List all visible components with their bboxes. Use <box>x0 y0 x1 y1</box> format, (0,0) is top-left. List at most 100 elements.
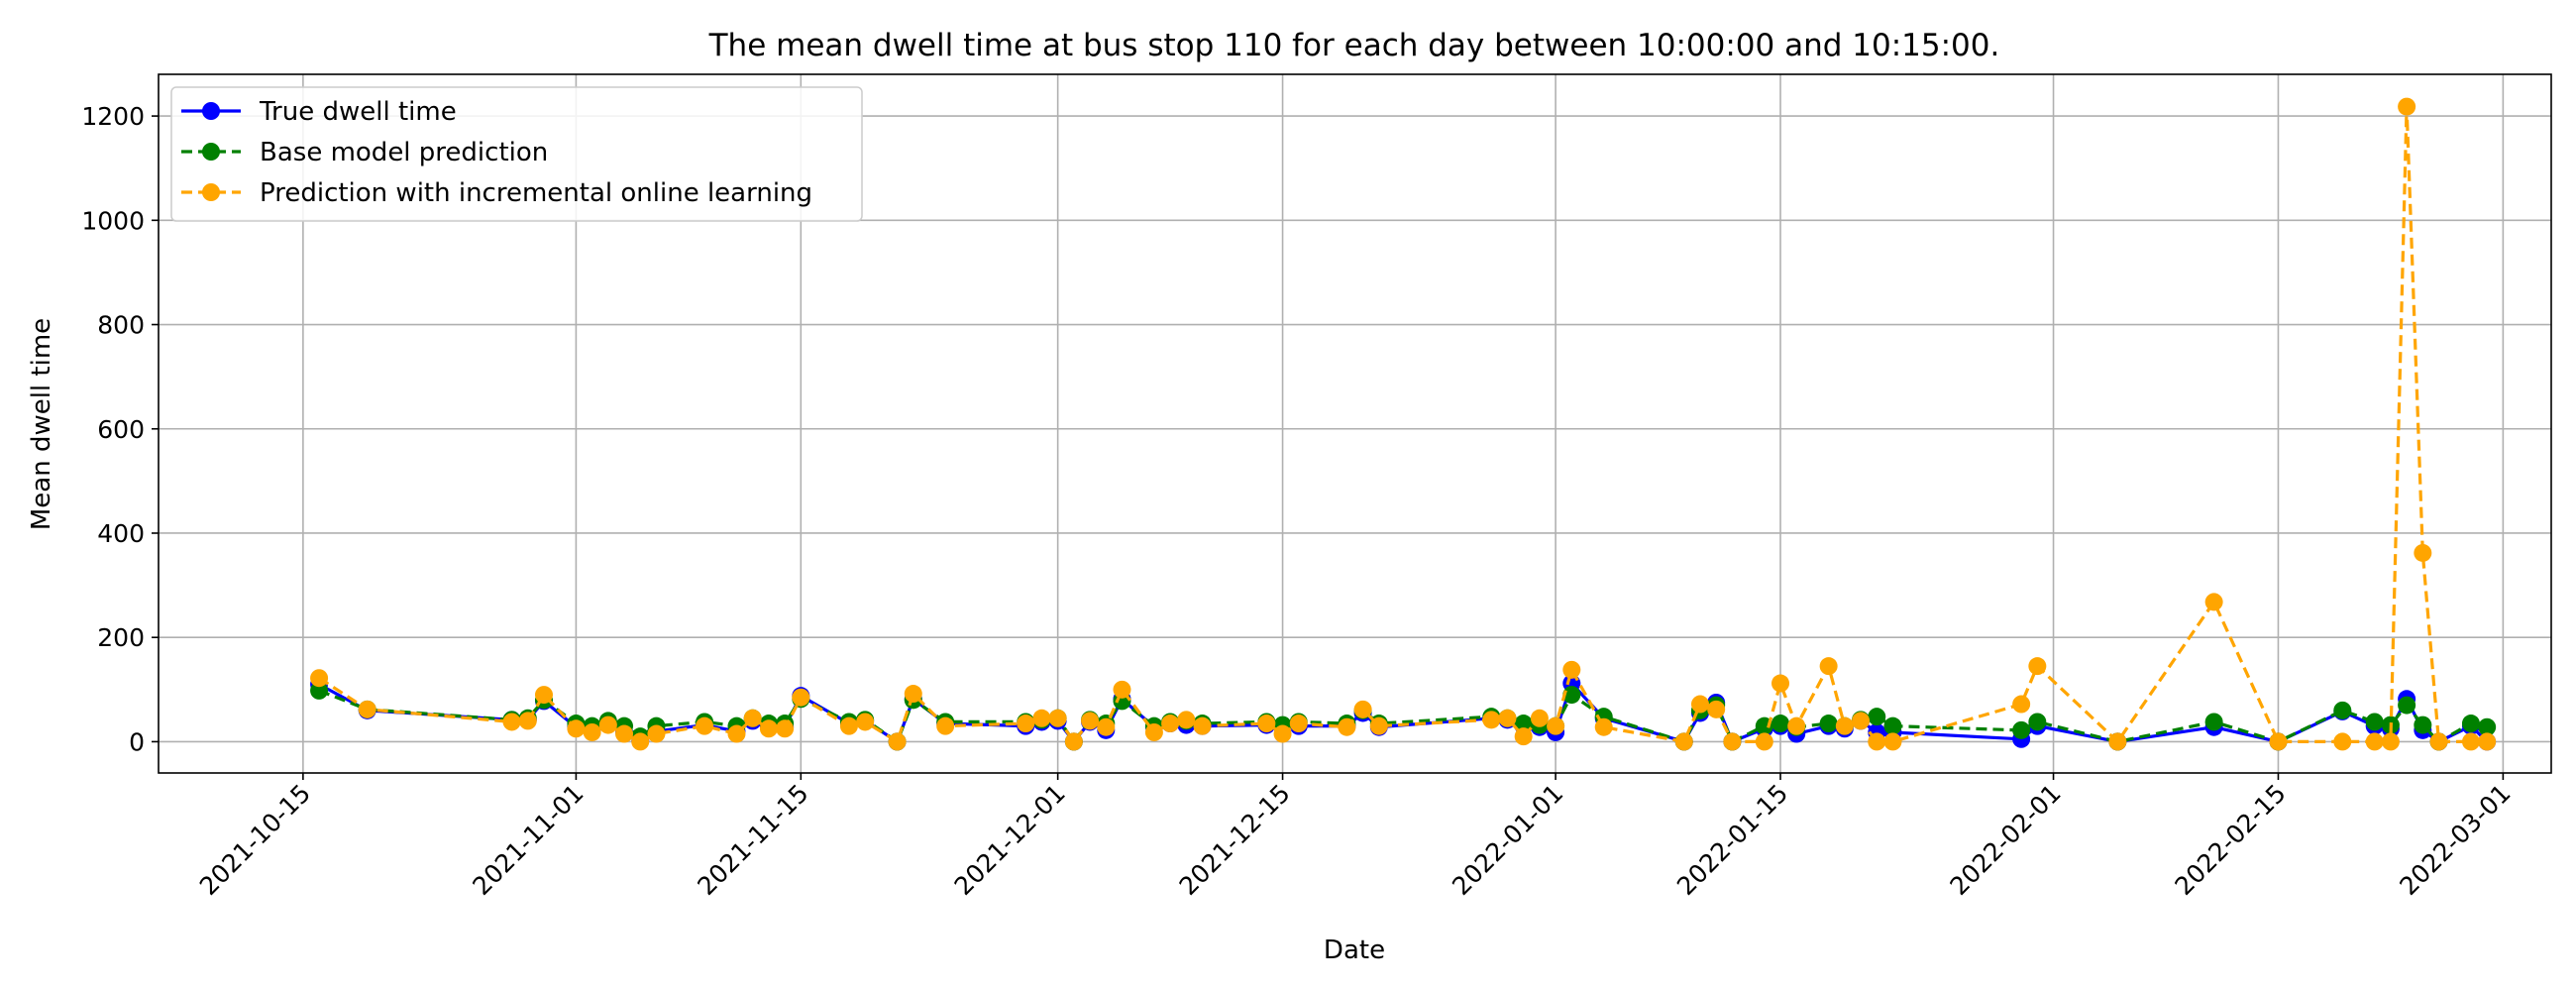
data-point <box>904 685 922 704</box>
data-point <box>2269 732 2288 751</box>
data-point <box>583 722 601 741</box>
legend-label: Prediction with incremental online learn… <box>260 178 812 208</box>
chart-title: The mean dwell time at bus stop 110 for … <box>708 28 2000 63</box>
data-point <box>647 724 666 743</box>
y-tick-label: 800 <box>97 311 145 340</box>
data-point <box>1273 724 1292 743</box>
data-point <box>696 716 714 735</box>
legend-marker <box>202 143 220 161</box>
data-point <box>1064 732 1083 751</box>
legend-box <box>170 86 863 222</box>
data-point <box>2478 717 2497 736</box>
data-point <box>310 681 329 700</box>
legend-marker <box>202 183 220 201</box>
data-point <box>1369 716 1388 735</box>
data-point <box>776 719 795 738</box>
legend-label: Base model prediction <box>260 138 548 167</box>
data-point <box>727 724 746 743</box>
data-point <box>1144 722 1163 741</box>
data-point <box>1562 686 1581 705</box>
y-tick-label: 600 <box>97 415 145 444</box>
data-point <box>598 716 617 734</box>
data-point <box>1177 711 1196 729</box>
y-tick-label: 1200 <box>81 102 145 131</box>
data-point <box>2381 732 2400 751</box>
data-point <box>1514 715 1533 733</box>
data-point <box>502 713 521 731</box>
y-tick-label: 400 <box>97 519 145 548</box>
data-point <box>792 688 810 707</box>
y-tick-label: 1000 <box>81 206 145 235</box>
data-point <box>2365 732 2384 751</box>
data-point <box>1690 695 1709 714</box>
data-point <box>1594 717 1613 736</box>
data-point <box>1755 732 1773 751</box>
data-point <box>1562 660 1581 679</box>
x-axis-label: Date <box>1324 936 1385 965</box>
data-point <box>2333 732 2352 751</box>
data-point <box>2012 720 2031 739</box>
data-point <box>2365 713 2384 731</box>
data-point <box>856 713 875 731</box>
data-point <box>1883 732 1902 751</box>
data-point <box>2204 593 2223 611</box>
data-point <box>2478 732 2497 751</box>
data-point <box>888 732 907 751</box>
data-point <box>2398 696 2416 715</box>
data-point <box>1514 727 1533 746</box>
plot-area-frame <box>158 73 2552 774</box>
data-point <box>1771 674 1790 693</box>
data-point <box>2012 695 2031 714</box>
legend-label: True dwell time <box>259 97 457 127</box>
data-point <box>631 732 650 751</box>
data-point <box>1547 716 1565 735</box>
data-point <box>1868 732 1886 751</box>
data-point <box>1723 732 1742 751</box>
data-point <box>615 724 634 743</box>
data-point <box>1048 709 1067 727</box>
data-point <box>2028 713 2047 731</box>
data-point <box>2333 701 2352 719</box>
data-point <box>1353 700 1372 718</box>
data-point <box>1017 715 1035 733</box>
data-point <box>534 686 553 705</box>
data-point <box>1193 716 1212 735</box>
data-point <box>743 709 762 727</box>
data-point <box>2461 715 2480 733</box>
data-point <box>2398 97 2416 116</box>
data-point <box>1787 716 1806 735</box>
data-point <box>1161 715 1180 733</box>
data-point <box>2108 732 2127 751</box>
data-point <box>1835 716 1854 735</box>
data-point <box>2204 713 2223 731</box>
data-point <box>759 719 778 738</box>
data-point <box>1819 715 1838 733</box>
series-layer <box>310 97 2497 751</box>
data-point <box>1771 715 1790 733</box>
data-point <box>310 669 329 688</box>
data-point <box>1257 715 1276 733</box>
y-axis: 0 200 400 600 800 1000 1200 <box>81 102 159 756</box>
data-point <box>1081 712 1100 730</box>
data-point <box>518 712 537 730</box>
data-point <box>1530 709 1549 727</box>
data-point <box>2414 543 2432 562</box>
data-point <box>358 700 376 718</box>
data-point <box>839 716 858 735</box>
data-point <box>1482 711 1501 729</box>
data-point <box>2414 716 2432 734</box>
data-point <box>1883 716 1902 735</box>
data-point <box>2429 732 2448 751</box>
data-point <box>1868 708 1886 726</box>
data-point <box>1852 712 1871 730</box>
data-point <box>2461 732 2480 751</box>
data-point <box>1674 732 1693 751</box>
data-point <box>1498 709 1517 727</box>
series-3 <box>310 97 2497 751</box>
legend-marker <box>202 102 220 120</box>
data-point <box>1113 680 1131 699</box>
data-point <box>1097 717 1116 736</box>
y-axis-label: Mean dwell time <box>27 318 56 530</box>
data-point <box>567 719 586 738</box>
